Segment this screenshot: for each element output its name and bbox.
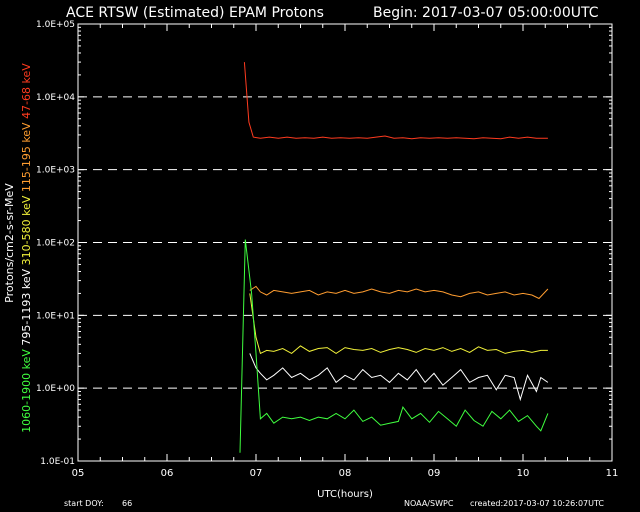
y-tick-labels: 1.0E-01 1.0E+00 1.0E+01 1.0E+02 1.0E+03 1.0E+…	[36, 20, 612, 467]
y-tick-label: 1.0E+01	[36, 311, 75, 321]
x-tick-label: 07	[250, 468, 263, 479]
x-tick-label: 05	[72, 468, 85, 479]
y-tick-label: 1.0E+02	[36, 239, 75, 249]
series-line-795-1193-kev	[249, 353, 549, 402]
series-line-47-68-kev	[243, 62, 548, 140]
y-tick-label: 1.0E-01	[40, 457, 75, 467]
y-tick-label: 1.0E+04	[36, 93, 75, 103]
start-doy-value: 66	[122, 499, 132, 508]
x-tick-label: 08	[339, 468, 352, 479]
y-axis-channel-labels: 1060-1900 keV 795-1193 keV 310-580 keV 1…	[20, 63, 33, 433]
series-line-115-195-kev	[249, 285, 549, 300]
y-tick-label: 1.0E+00	[36, 384, 75, 394]
chart-begin-time: Begin: 2017-03-07 05:00:00UTC	[373, 5, 599, 21]
x-tick-label: 09	[428, 468, 441, 479]
chart-title: ACE RTSW (Estimated) EPAM Protons	[66, 5, 324, 21]
y-channel-label: 47-68 keV	[20, 63, 33, 123]
start-doy-label: start DOY:	[64, 499, 104, 508]
source-label: NOAA/SWPC	[404, 499, 454, 508]
series-line-1060-1900-kev	[239, 239, 549, 453]
series-line-310-580-kev	[249, 293, 548, 355]
y-channel-label: 795-1193 keV	[20, 268, 33, 349]
x-tick-labels: 05 06 07 08 09 10 11	[72, 24, 619, 479]
x-tick-label: 06	[161, 468, 174, 479]
x-axis-label: UTC(hours)	[317, 489, 373, 500]
y-channel-label: 310-580 keV	[20, 195, 33, 269]
y-tick-label: 1.0E+05	[36, 20, 75, 30]
series-group	[239, 62, 549, 453]
y-tick-label: 1.0E+03	[36, 166, 75, 176]
y-channel-label: 115-195 keV	[20, 122, 33, 196]
y-channel-label: 1060-1900 keV	[20, 349, 33, 433]
x-tick-label: 11	[606, 468, 619, 479]
created-timestamp: created:2017-03-07 10:26:07UTC	[470, 499, 604, 508]
y-axis-units-label: Protons/cm2-s-sr-MeV	[3, 183, 16, 303]
x-tick-label: 10	[517, 468, 530, 479]
